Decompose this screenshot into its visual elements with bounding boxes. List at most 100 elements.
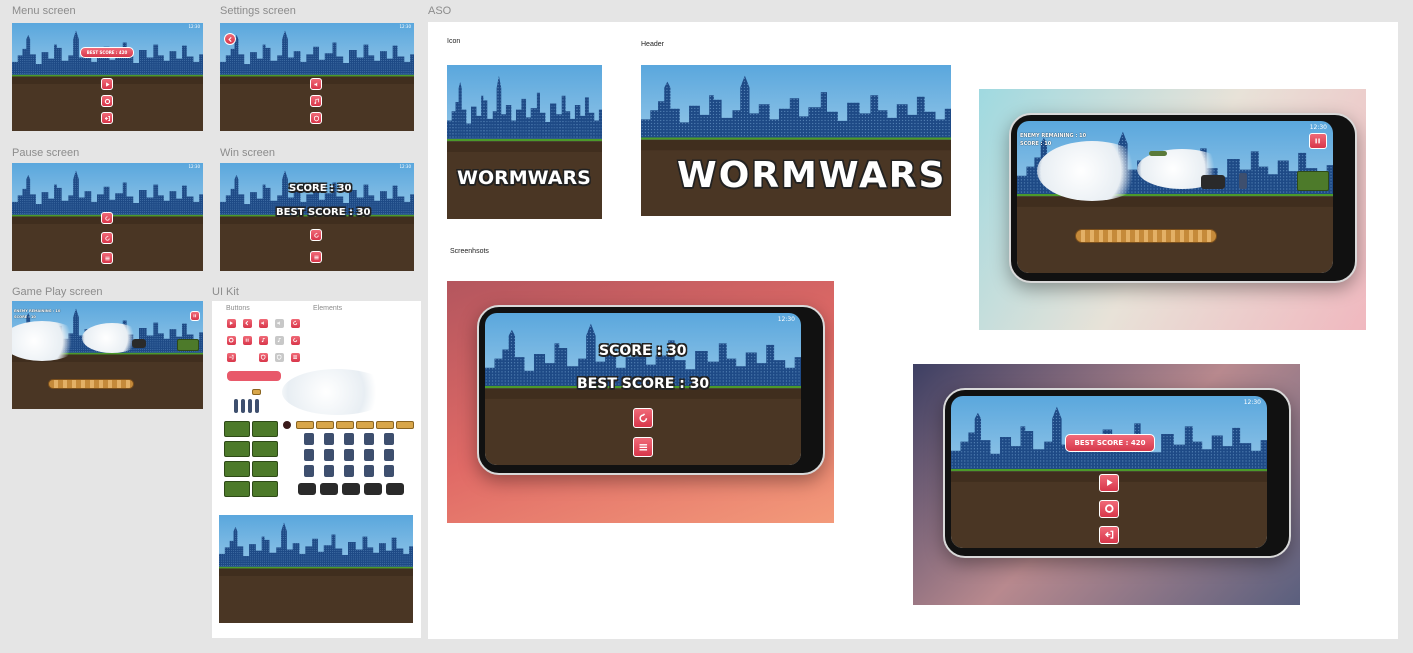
resume-button[interactable] (101, 212, 113, 224)
kit-exit-button[interactable] (226, 352, 237, 363)
kit-rhino (320, 483, 338, 495)
frame-label-settings: Settings screen (220, 5, 296, 17)
kit-rhino (342, 483, 360, 495)
hud-score: SCORE : 10 (1020, 141, 1052, 147)
kit-tank (224, 421, 250, 437)
best-score-text: BEST SCORE : 30 (276, 207, 371, 218)
hud-enemy-remaining: ENEMY REMAINING : 10 (14, 309, 61, 313)
kit-soldier-running (304, 465, 314, 477)
back-button[interactable] (224, 33, 236, 45)
status-time: 12:30 (188, 24, 200, 29)
exit-button[interactable] (1099, 526, 1119, 544)
pause-button[interactable] (190, 311, 200, 321)
music-note-icon (262, 338, 266, 343)
kit-worm-segment (316, 421, 334, 429)
back-arrow-icon (227, 36, 232, 42)
kit-pause-button[interactable] (242, 335, 253, 346)
kit-sound-off-button[interactable] (274, 318, 285, 329)
best-score-pill: BEST SCORE : 420 (1065, 434, 1155, 452)
kit-sound-button[interactable] (258, 318, 269, 329)
gear-icon (104, 98, 110, 104)
kit-soldier-running (304, 449, 314, 461)
frame-label-gameplay: Game Play screen (12, 286, 103, 298)
play-button[interactable] (1099, 474, 1119, 492)
menu-screen-thumb[interactable]: 12:30 BEST SCORE : 420 (12, 23, 203, 131)
kit-tank (224, 441, 250, 457)
gameplay-screen-thumb[interactable]: ENEMY REMAINING : 10 SCORE : 10 (12, 301, 203, 409)
frame-label-win: Win screen (220, 147, 276, 159)
frame-label-pause: Pause screen (12, 147, 80, 159)
aso-screenshots-label: Screenhsots (450, 248, 489, 255)
restart-icon (639, 413, 647, 422)
kit-replay-button[interactable] (290, 335, 301, 346)
status-time: 12:30 (399, 24, 411, 29)
kit-soldier-running (344, 465, 354, 477)
menu-button[interactable] (101, 252, 113, 264)
aso-screenshot-win: 12:30 SCORE : 30 BEST SCORE : 30 (447, 281, 834, 523)
win-screen-thumb[interactable]: 12:30 SCORE : 30 BEST SCORE : 30 (220, 163, 414, 271)
hud-score: SCORE : 10 (14, 315, 36, 319)
kit-shield-off-button[interactable] (274, 352, 285, 363)
best-score-text: BEST SCORE : 30 (577, 376, 710, 392)
exit-button[interactable] (101, 112, 113, 124)
menu-button[interactable] (633, 437, 653, 457)
music-off-icon (278, 338, 282, 343)
exit-icon (229, 355, 234, 360)
gear-icon (1104, 504, 1114, 514)
kit-soldier-running (324, 465, 334, 477)
header-title: WORMWARS (677, 155, 947, 196)
settings-button[interactable] (1099, 500, 1119, 518)
kit-settings-button[interactable] (226, 335, 237, 346)
kit-restart-button[interactable] (290, 318, 301, 329)
kit-worm-segment (296, 421, 314, 429)
kit-menu-button[interactable] (290, 352, 301, 363)
kit-soldier-running (364, 433, 374, 445)
restart-icon (293, 338, 298, 343)
list-icon (293, 355, 298, 360)
restart-button[interactable] (101, 232, 113, 244)
menu-button[interactable] (310, 251, 322, 263)
restart-button[interactable] (310, 229, 322, 241)
kit-music-off-button[interactable] (274, 335, 285, 346)
kit-tank (252, 461, 278, 477)
frame-label-menu: Menu screen (12, 5, 76, 17)
kit-back-button[interactable] (242, 318, 253, 329)
best-score-pill: BEST SCORE : 420 (80, 47, 134, 58)
play-icon (1106, 479, 1113, 487)
play-button[interactable] (101, 78, 113, 90)
status-time: 12:30 (1309, 124, 1327, 131)
kit-tank (252, 441, 278, 457)
kit-score-pill (226, 370, 282, 382)
kit-rhino (386, 483, 404, 495)
kit-worm-segment (396, 421, 414, 429)
uikit-elements-label: Elements (313, 305, 343, 312)
uikit-panel: Buttons Elements (212, 301, 421, 638)
kit-soldier-standing (248, 399, 252, 413)
kit-tank (224, 461, 250, 477)
status-time: 12:30 (188, 164, 200, 169)
pause-screen-thumb[interactable]: 12:30 (12, 163, 203, 271)
smoke-cloud (12, 321, 82, 361)
pause-button[interactable] (1309, 133, 1327, 149)
music-button[interactable] (310, 95, 322, 107)
shield-button[interactable] (310, 112, 322, 124)
speaker-icon (313, 81, 317, 87)
icon-title: WORMWARS (457, 167, 591, 189)
player-worm (1075, 229, 1217, 243)
sound-button[interactable] (310, 78, 322, 90)
kit-music-button[interactable] (258, 335, 269, 346)
settings-button[interactable] (101, 95, 113, 107)
restart-icon (104, 235, 110, 241)
uikit-buttons-label: Buttons (226, 305, 250, 312)
kit-play-button[interactable] (226, 318, 237, 329)
kit-shield-button[interactable] (258, 352, 269, 363)
kit-soldier-running (344, 433, 354, 445)
player-worm (48, 379, 134, 389)
back-arrow-icon (245, 321, 249, 326)
phone-mockup: 12:30 ENEMY REMAINING : 10 SCORE : 10 (1009, 113, 1357, 283)
enemy-tank (1297, 171, 1329, 191)
restart-button[interactable] (633, 408, 653, 428)
status-time: 12:30 (777, 316, 795, 323)
settings-screen-thumb[interactable]: 12:30 (220, 23, 414, 131)
smoke-cloud (1037, 141, 1147, 201)
